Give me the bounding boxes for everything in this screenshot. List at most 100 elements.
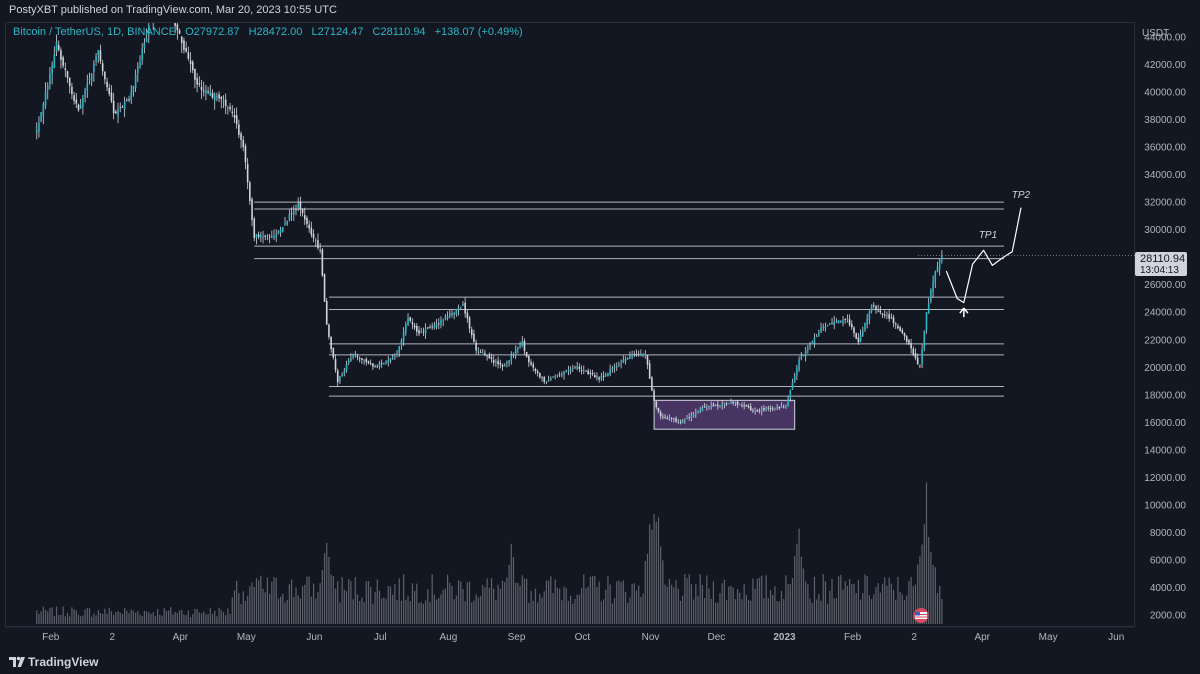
volume-bar xyxy=(651,529,653,624)
candle-body xyxy=(631,354,633,357)
volume-bar xyxy=(736,589,739,624)
volume-bar xyxy=(673,587,675,624)
volume-bar xyxy=(359,601,361,624)
volume-bar xyxy=(446,574,449,624)
volume-bar xyxy=(629,597,631,624)
candle-body xyxy=(213,94,216,101)
candle-body xyxy=(844,319,847,320)
candle-body xyxy=(437,323,440,325)
volume-bar xyxy=(141,616,143,624)
annotation-tp1[interactable]: TP1 xyxy=(979,230,997,241)
plot-area[interactable]: TP1 TP2 xyxy=(35,0,1031,624)
candle-body xyxy=(793,375,796,383)
volume-bar xyxy=(69,616,71,624)
bar-countdown: 13:04:13 xyxy=(1140,265,1179,276)
candle-body xyxy=(653,390,655,401)
candle-body xyxy=(916,357,919,365)
volume-bar xyxy=(576,594,578,624)
candle-body xyxy=(763,408,765,410)
volume-bar xyxy=(851,583,853,624)
candle-body xyxy=(785,406,787,409)
candle-body xyxy=(894,323,897,325)
economic-events-flag-icon[interactable] xyxy=(908,607,934,624)
candle-body xyxy=(510,355,513,361)
candle-body xyxy=(591,373,594,374)
volume-bar xyxy=(490,578,493,624)
annotation-tp2[interactable]: TP2 xyxy=(1012,190,1031,201)
time-tick-label: Jul xyxy=(374,632,387,643)
candle-body xyxy=(198,83,201,85)
candle-body xyxy=(218,94,220,99)
candle-body xyxy=(132,85,135,93)
volume-bar xyxy=(862,593,864,624)
candle-body xyxy=(923,330,926,350)
candle-body xyxy=(115,111,117,114)
time-axis[interactable]: Feb 2 Apr May Jun Jul Aug Sep Oct Nov Dec 2023 Feb 2 A… xyxy=(6,626,1133,643)
volume-bar xyxy=(457,580,460,624)
accumulation-zone[interactable] xyxy=(653,399,796,430)
volume-bar xyxy=(875,587,877,624)
volume-bar xyxy=(365,581,367,624)
volume-bar xyxy=(846,585,849,624)
price-tick-label: 16000.00 xyxy=(1144,418,1186,429)
candle-body xyxy=(244,145,247,163)
volume-bar xyxy=(262,588,264,624)
candle-body xyxy=(150,20,152,23)
volume-bar xyxy=(466,582,468,624)
candle-body xyxy=(670,418,673,419)
candle-body xyxy=(216,96,218,98)
volume-bar xyxy=(126,610,128,624)
volume-bar xyxy=(115,612,117,624)
volume-bar xyxy=(719,593,721,624)
candle-body xyxy=(908,339,910,345)
candle-body xyxy=(861,330,864,336)
volume-bar xyxy=(304,584,306,624)
candle-body xyxy=(673,418,675,420)
volume-bar xyxy=(290,579,293,624)
candle-body xyxy=(881,313,884,315)
candle-body xyxy=(675,418,677,422)
price-axis[interactable]: 2000.00 4000.00 6000.00 8000.00 10000.00 1200… xyxy=(1144,33,1186,622)
candle-body xyxy=(119,107,122,109)
candle-body xyxy=(262,236,264,238)
candle-body xyxy=(446,316,449,319)
volume-bar xyxy=(453,599,455,624)
candle-body xyxy=(532,364,535,368)
price-tick-label: 32000.00 xyxy=(1144,198,1186,209)
volume-bar xyxy=(789,583,791,624)
candle-body xyxy=(104,72,106,80)
volume-bar xyxy=(778,601,780,624)
volume-bar xyxy=(429,602,431,624)
candle-body xyxy=(760,409,763,412)
volume-bar xyxy=(482,584,484,624)
candle-body xyxy=(128,99,130,101)
candle-body xyxy=(251,199,253,220)
volume-bar xyxy=(77,614,80,624)
candle-body xyxy=(545,381,548,383)
candle-body xyxy=(725,403,728,405)
candle-body xyxy=(853,327,855,334)
volume-bar xyxy=(280,596,282,624)
volume-bar xyxy=(319,583,321,624)
candle-body xyxy=(712,404,715,407)
candle-body xyxy=(582,370,585,372)
candle-body xyxy=(385,361,387,363)
candle-body xyxy=(859,334,862,342)
volume-bar xyxy=(769,590,772,624)
volume-bar xyxy=(255,577,258,624)
candle-body xyxy=(679,421,682,423)
projection-path[interactable] xyxy=(945,207,1022,304)
candle-body xyxy=(145,37,148,42)
candle-body xyxy=(668,417,671,419)
volume-bar xyxy=(772,594,774,624)
volume-bar xyxy=(189,616,192,624)
candle-body xyxy=(789,389,792,399)
volume-bar xyxy=(88,608,91,624)
volume-bar xyxy=(113,614,115,624)
candle-body xyxy=(905,336,908,342)
volume-bar xyxy=(508,564,510,624)
volume-bar xyxy=(207,613,209,624)
volume-bar xyxy=(717,602,719,624)
volume-bar xyxy=(315,598,317,624)
